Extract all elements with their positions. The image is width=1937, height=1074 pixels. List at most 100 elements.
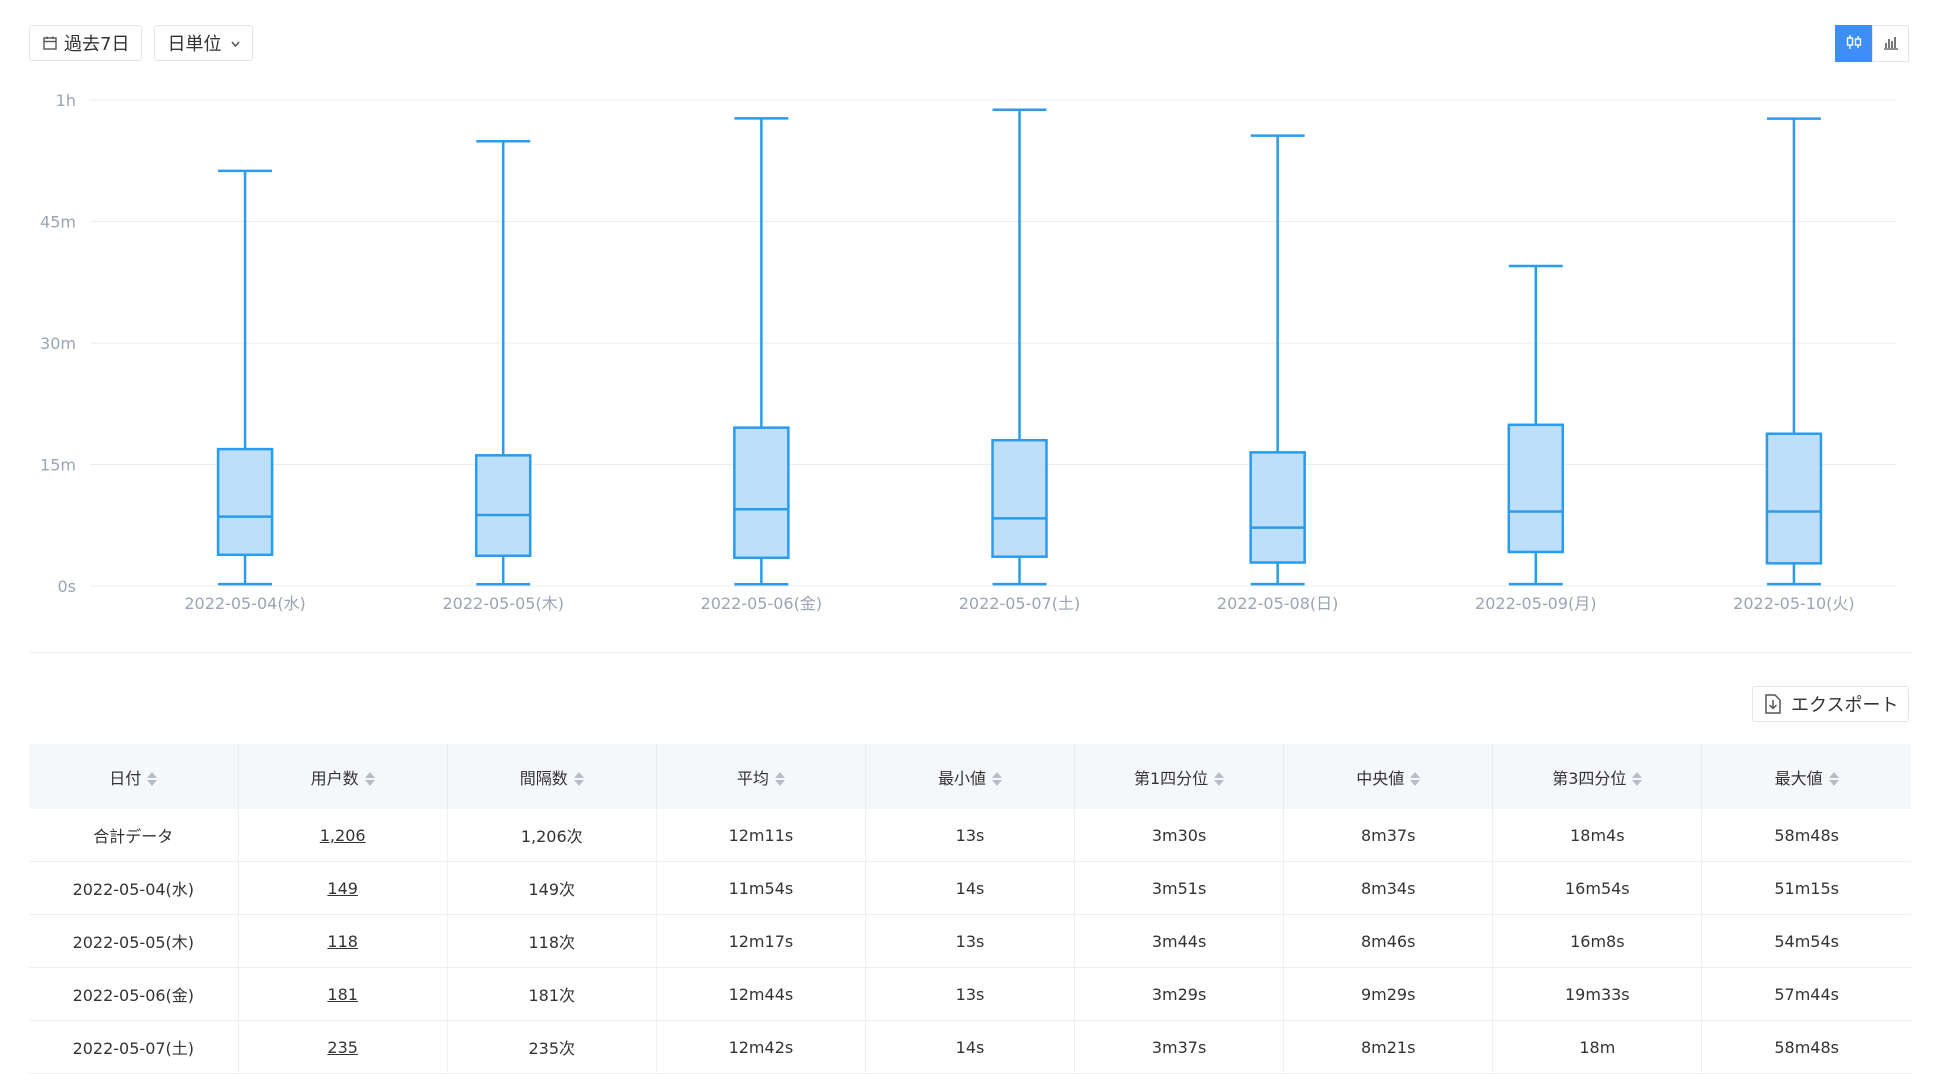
cell-value: 合計データ: [93, 827, 174, 846]
table-row: 2022-05-05(木) 118 118次 12m17s 13s 3m44s 8m46s 1…: [29, 914, 1911, 968]
chevron-down-icon: [231, 37, 241, 50]
cell-average: 12m42s: [656, 1020, 866, 1074]
cell-q3: 18m: [1492, 1020, 1703, 1074]
cell-intervals: 181次: [447, 967, 657, 1021]
cell-intervals: 118次: [447, 914, 657, 968]
sort-icon[interactable]: [364, 771, 375, 787]
cell-value: 2022-05-05(木): [72, 933, 195, 952]
sort-icon[interactable]: [147, 771, 158, 787]
cell-max: 54m54s: [1701, 914, 1911, 968]
user-count-link[interactable]: 118: [327, 931, 358, 951]
cell-value: 13s: [955, 931, 985, 951]
cell-value: 54m54s: [1774, 931, 1839, 951]
cell-intervals: 235次: [447, 1020, 657, 1074]
cell-value: 8m37s: [1360, 825, 1416, 845]
cell-value: 11m54s: [728, 878, 794, 898]
cell-value: 51m15s: [1774, 878, 1839, 898]
cell-value: 58m48s: [1774, 1037, 1839, 1057]
cell-value: 235次: [528, 1039, 576, 1058]
user-count-link[interactable]: 1,206: [319, 825, 366, 845]
date-range-button[interactable]: 過去7日: [29, 25, 143, 61]
column-header-average[interactable]: 平均: [656, 744, 866, 809]
column-header-label: 用户数: [310, 768, 359, 788]
divider: [29, 652, 1911, 653]
x-tick-label: 2022-05-06(金): [701, 594, 822, 613]
export-icon: [1763, 693, 1783, 715]
cell-users: 181: [238, 967, 448, 1021]
cell-q1: 3m30s: [1074, 809, 1285, 862]
y-tick-label: 30m: [40, 334, 76, 353]
cell-users: 149: [238, 861, 448, 915]
cell-value: 3m37s: [1151, 1037, 1207, 1057]
bar-view-button[interactable]: [1872, 25, 1909, 62]
granularity-select[interactable]: 日単位: [154, 25, 254, 61]
cell-max: 58m48s: [1701, 1020, 1911, 1074]
sort-icon[interactable]: [1632, 771, 1643, 787]
cell-value: 12m42s: [728, 1037, 794, 1057]
export-label: エクスポート: [1791, 695, 1899, 716]
sort-icon[interactable]: [1410, 771, 1421, 787]
cell-value: 12m11s: [728, 825, 794, 845]
sort-icon[interactable]: [774, 771, 785, 787]
cell-min: 13s: [865, 809, 1076, 862]
cell-min: 13s: [865, 967, 1076, 1021]
user-count-link[interactable]: 235: [327, 1037, 358, 1057]
cell-q1: 3m37s: [1074, 1020, 1285, 1074]
box: [733, 426, 790, 560]
cell-median: 8m37s: [1283, 809, 1494, 862]
boxplot-icon: [1845, 34, 1863, 54]
cell-q3: 16m8s: [1492, 914, 1703, 968]
cell-median: 8m34s: [1283, 861, 1494, 915]
cell-average: 12m44s: [656, 967, 866, 1021]
sort-icon[interactable]: [1214, 771, 1225, 787]
cell-value: 18m: [1579, 1037, 1616, 1057]
cell-q3: 19m33s: [1492, 967, 1703, 1021]
column-header-min[interactable]: 最小値: [865, 744, 1076, 809]
box: [991, 438, 1048, 558]
column-header-label: 最大値: [1774, 768, 1823, 788]
column-header-label: 間隔数: [519, 768, 568, 788]
user-count-link[interactable]: 181: [327, 984, 358, 1004]
cell-date: 合計データ: [29, 809, 239, 862]
box: [216, 447, 274, 557]
cell-value: 3m29s: [1151, 984, 1207, 1004]
column-header-label: 日付: [109, 768, 142, 788]
table-row: 合計データ 1,206 1,206次 12m11s 13s 3m30s 8m37s 18m4s…: [29, 809, 1911, 862]
column-header-date[interactable]: 日付: [29, 744, 239, 809]
stats-table: 日付 用户数 間隔数 平均 最小値 第1四分位 中央値 第3四分位 最大値 合計データ 1,206…: [29, 744, 1911, 1074]
x-tick-label: 2022-05-04(水): [184, 594, 305, 613]
sort-icon[interactable]: [992, 771, 1002, 787]
cell-median: 8m21s: [1283, 1020, 1494, 1074]
cell-average: 11m54s: [656, 861, 866, 915]
cell-value: 8m34s: [1360, 878, 1416, 898]
cell-value: 18m4s: [1570, 825, 1625, 845]
cell-median: 8m46s: [1283, 914, 1494, 968]
cell-average: 12m11s: [656, 809, 866, 862]
y-tick-label: 15m: [40, 456, 76, 475]
column-header-q1[interactable]: 第1四分位: [1074, 744, 1285, 809]
cell-value: 14s: [955, 1037, 985, 1057]
column-header-label: 平均: [736, 768, 769, 788]
cell-value: 8m21s: [1360, 1037, 1416, 1057]
column-header-q3[interactable]: 第3四分位: [1492, 744, 1703, 809]
cell-date: 2022-05-06(金): [29, 967, 239, 1021]
column-header-users[interactable]: 用户数: [238, 744, 448, 809]
user-count-link[interactable]: 149: [327, 878, 358, 898]
table-row: 2022-05-07(土) 235 235次 12m42s 14s 3m37s 8m21s 1…: [29, 1020, 1911, 1074]
column-header-label: 第1四分位: [1134, 768, 1209, 788]
cell-min: 13s: [865, 914, 1076, 968]
cell-q1: 3m29s: [1074, 967, 1285, 1021]
column-header-max[interactable]: 最大値: [1701, 744, 1911, 809]
column-header-intervals[interactable]: 間隔数: [447, 744, 657, 809]
x-tick-label: 2022-05-08(日): [1217, 594, 1338, 613]
sort-icon[interactable]: [1828, 771, 1839, 787]
cell-q3: 18m4s: [1492, 809, 1703, 862]
boxplot-view-button[interactable]: [1835, 25, 1872, 62]
cell-intervals: 1,206次: [447, 809, 657, 862]
sort-icon[interactable]: [573, 771, 584, 787]
cell-value: 14s: [955, 878, 985, 898]
cell-value: 2022-05-04(水): [72, 880, 195, 899]
export-button[interactable]: エクスポート: [1752, 686, 1910, 722]
cell-value: 3m44s: [1151, 931, 1207, 951]
column-header-median[interactable]: 中央値: [1283, 744, 1494, 809]
